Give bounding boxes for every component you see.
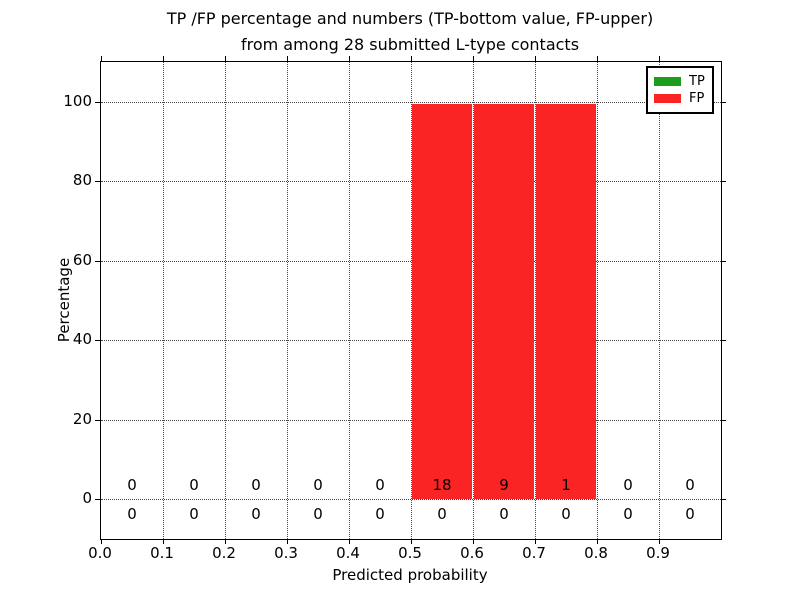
y-tick-mark [95, 499, 100, 501]
bar-fp [536, 103, 596, 500]
y-tick-mark [95, 181, 100, 183]
x-tick-mark-top [101, 56, 102, 61]
y-tick-label: 100 [63, 91, 92, 110]
annotation-tp-count: 0 [685, 505, 695, 523]
annotation-tp-count: 0 [499, 505, 509, 523]
x-tick-mark [597, 539, 598, 544]
y-tick-label: 60 [72, 250, 92, 269]
legend: TP FP [646, 66, 714, 114]
x-tick-mark [163, 539, 164, 544]
x-axis-label: Predicted probability [332, 566, 488, 584]
gridline-vertical [659, 62, 660, 539]
gridline-vertical [163, 62, 164, 539]
x-tick-mark-top [597, 56, 598, 61]
annotation-tp-count: 0 [561, 505, 571, 523]
gridline-vertical [473, 62, 474, 539]
chart-title-line1: TP /FP percentage and numbers (TP-bottom… [166, 9, 654, 28]
y-tick-label: 0 [82, 489, 92, 508]
bar-fp [474, 103, 534, 500]
annotation-fp-count: 0 [251, 476, 261, 494]
annotation-tp-count: 0 [189, 505, 199, 523]
legend-item-tp: TP [654, 75, 706, 88]
x-tick-label: 0.9 [646, 544, 670, 562]
x-tick-label: 0.3 [274, 544, 298, 562]
x-tick-mark-top [473, 56, 474, 61]
x-tick-mark-top [411, 56, 412, 61]
x-tick-mark [535, 539, 536, 544]
gridline-vertical [411, 62, 412, 539]
chart-title-line2: from among 28 submitted L-type contacts [240, 35, 580, 54]
x-tick-mark-top [163, 56, 164, 61]
x-tick-mark [225, 539, 226, 544]
x-tick-label: 0.1 [150, 544, 174, 562]
x-tick-mark-top [535, 56, 536, 61]
y-tick-mark-right [721, 101, 726, 103]
annotation-tp-count: 0 [127, 505, 137, 523]
x-tick-label: 0.7 [522, 544, 546, 562]
annotation-fp-count: 0 [313, 476, 323, 494]
y-tick-mark-right [721, 419, 726, 421]
x-tick-label: 0.5 [398, 544, 422, 562]
gridline-vertical [349, 62, 350, 539]
x-tick-mark [101, 539, 102, 544]
y-tick-mark [95, 260, 100, 262]
y-tick-mark [95, 101, 100, 103]
y-tick-mark [95, 340, 100, 342]
y-tick-label: 80 [72, 171, 92, 190]
x-tick-mark-top [225, 56, 226, 61]
x-tick-label: 0.0 [88, 544, 112, 562]
chart-title: TP /FP percentage and numbers (TP-bottom… [100, 6, 720, 58]
fp-legend-swatch [654, 94, 681, 104]
y-tick-mark-right [721, 499, 726, 501]
x-tick-mark [411, 539, 412, 544]
bar-fp [412, 103, 472, 500]
annotation-fp-count: 0 [623, 476, 633, 494]
y-tick-mark-right [721, 340, 726, 342]
x-tick-label: 0.6 [460, 544, 484, 562]
x-tick-mark [659, 539, 660, 544]
x-tick-mark [473, 539, 474, 544]
x-tick-mark-top [287, 56, 288, 61]
y-tick-mark-right [721, 181, 726, 183]
gridline-vertical [287, 62, 288, 539]
annotation-tp-count: 0 [251, 505, 261, 523]
annotation-fp-count: 18 [432, 476, 452, 494]
x-tick-label: 0.2 [212, 544, 236, 562]
y-tick-mark-right [721, 260, 726, 262]
gridline-vertical [225, 62, 226, 539]
annotation-tp-count: 0 [437, 505, 447, 523]
x-tick-mark [349, 539, 350, 544]
annotation-tp-count: 0 [313, 505, 323, 523]
annotation-tp-count: 0 [375, 505, 385, 523]
annotation-fp-count: 0 [127, 476, 137, 494]
annotation-fp-count: 0 [189, 476, 199, 494]
y-tick-label: 20 [72, 409, 92, 428]
legend-item-fp: FP [654, 92, 706, 105]
y-tick-label: 40 [72, 330, 92, 349]
annotation-tp-count: 0 [623, 505, 633, 523]
plot-area: 0 0 0 0 0 0 0 0 0 0 18 0 9 0 1 0 0 0 0 0 [95, 56, 726, 544]
annotation-fp-count: 0 [685, 476, 695, 494]
gridline-vertical [535, 62, 536, 539]
gridline-vertical [597, 62, 598, 539]
x-tick-mark [287, 539, 288, 544]
y-tick-mark [95, 419, 100, 421]
annotation-fp-count: 0 [375, 476, 385, 494]
x-tick-label: 0.4 [336, 544, 360, 562]
fp-legend-label: FP [689, 91, 705, 107]
x-tick-label: 0.8 [584, 544, 608, 562]
tp-legend-label: TP [689, 73, 705, 89]
x-tick-mark-top [659, 56, 660, 61]
annotation-fp-count: 9 [499, 476, 509, 494]
tp-legend-swatch [654, 76, 681, 86]
x-tick-mark-top [349, 56, 350, 61]
annotation-fp-count: 1 [561, 476, 571, 494]
